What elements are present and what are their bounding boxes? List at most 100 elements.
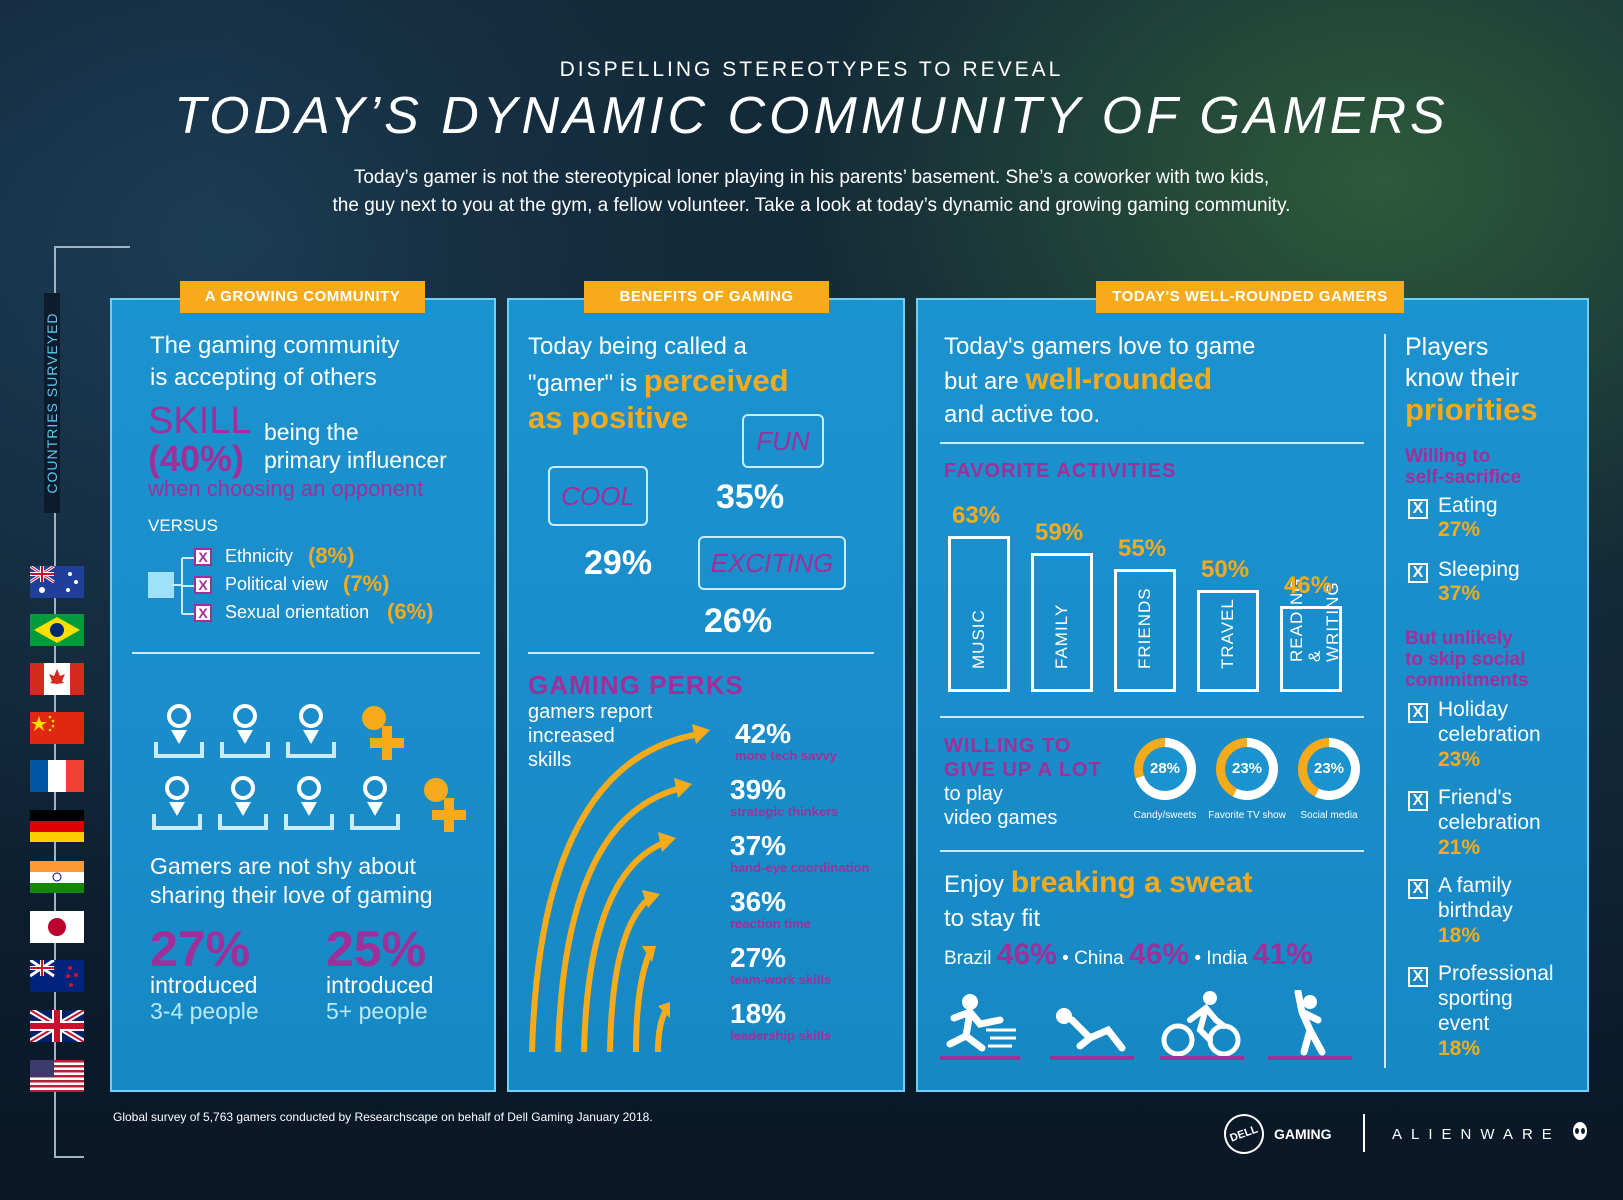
heading-line: but are well-rounded — [944, 363, 1255, 398]
perk-label: more tech savvy — [735, 748, 837, 763]
social-line: Friend's — [1438, 786, 1513, 809]
running-icon — [940, 994, 1020, 1060]
social-pct: 18% — [1438, 924, 1481, 947]
fun-bubble: FUN — [742, 414, 824, 468]
stat-line: introduced — [326, 972, 434, 998]
giveup-heading: WILLING TO GIVE UP A LOT to play video g… — [944, 734, 1102, 830]
tree-root-icon — [148, 572, 174, 598]
sacrifice-line: Willing to — [1405, 446, 1491, 467]
social-line: sporting — [1438, 987, 1513, 1010]
activity-pct: 59% — [1035, 519, 1084, 546]
sacrifice-pct: 37% — [1438, 582, 1481, 605]
benefits-tag: BENEFITS OF GAMING — [584, 281, 829, 313]
dell-logo: DELL — [1218, 1108, 1270, 1160]
giveup-ring: 23% — [1216, 738, 1278, 800]
checkbox-icon: X — [194, 604, 212, 622]
usa-flag-icon — [30, 1060, 84, 1092]
priorities-heading: Players know their priorities — [1405, 332, 1538, 425]
intro-line: the guy next to you at the gym, a fellow… — [332, 195, 1291, 216]
column-divider — [1384, 334, 1386, 1068]
stretching-icon — [1268, 990, 1352, 1060]
person-icon — [218, 776, 268, 830]
giveup-line: video games — [944, 807, 1058, 829]
country-name: China — [1074, 948, 1124, 969]
person-icon — [152, 776, 202, 830]
activity-label: TRAVEL — [1218, 598, 1237, 669]
perk-label: strategic thinkers — [730, 804, 839, 819]
new-zealand-flag-icon — [30, 960, 84, 992]
person-icon — [220, 704, 270, 758]
community-tag: A GROWING COMMUNITY — [180, 281, 425, 313]
country-pct: 46% — [1129, 938, 1190, 971]
activity-pct: 63% — [952, 502, 1001, 529]
perk-pct: 42% — [735, 718, 792, 749]
priorities-word: priorities — [1405, 392, 1538, 427]
footer-divider — [1363, 1114, 1365, 1152]
factor-pct: (8%) — [308, 543, 355, 568]
stat-line: 5+ people — [326, 998, 428, 1024]
fav-title: FAVORITE ACTIVITIES — [944, 460, 1177, 482]
sweat-heading: Enjoy breaking a sweat to stay fit — [944, 866, 1253, 936]
india-flag-icon — [30, 861, 84, 893]
ring-label: Favorite TV show — [1208, 810, 1286, 821]
giveup-ring: 23% — [1298, 738, 1360, 800]
country-pct: 41% — [1252, 938, 1313, 971]
giveup-line: to play — [944, 783, 1003, 805]
checkbox-icon: X — [1408, 879, 1428, 899]
skill-label: SKILL — [148, 400, 252, 442]
rounded-panel — [916, 298, 1589, 1092]
page-title: TODAY’S DYNAMIC COMMUNITY OF GAMERS — [174, 87, 1449, 145]
factor-pct: (7%) — [343, 571, 390, 596]
share-line: sharing their love of gaming — [150, 882, 433, 908]
activity-label: FRIENDS — [1135, 587, 1154, 669]
skill-text-line: being the — [264, 419, 359, 445]
share-line: Gamers are not shy about — [150, 853, 416, 879]
skill-pct: (40%) — [148, 438, 245, 479]
add-person-icon — [362, 706, 404, 760]
unlikely-heading: But unlikely to skip social commitments — [1405, 628, 1529, 691]
benefits-heading: Today being called a "gamer" is perceive… — [528, 330, 789, 435]
sacrifice-pct: 27% — [1438, 518, 1481, 541]
heading-line: Today's gamers love to game — [944, 333, 1256, 360]
well-rounded-text: well-rounded — [1025, 363, 1213, 396]
sweat-line: to stay fit — [944, 905, 1041, 932]
country-pct: 46% — [996, 938, 1057, 971]
sacrifice-line: self-sacrifice — [1405, 467, 1522, 488]
china-flag-icon — [30, 712, 84, 744]
ring-pct: 28% — [1143, 747, 1187, 791]
versus-label: VERSUS — [148, 516, 218, 535]
heading-part: "gamer" is — [528, 370, 638, 397]
activity-bar: READING & WRITING — [1280, 578, 1342, 692]
perk-pct: 37% — [730, 830, 787, 861]
ring-label: Candy/sweets — [1133, 810, 1197, 821]
skill-text-line: when choosing an opponent — [148, 476, 424, 501]
activity-bar: MUSIC — [948, 536, 1010, 692]
activity-bar: FRIENDS — [1114, 569, 1176, 692]
sweat-part: Enjoy — [944, 871, 1005, 898]
rounded-tag: TODAY'S WELL-ROUNDED GAMERS — [1096, 281, 1404, 313]
social-pct: 23% — [1438, 748, 1481, 771]
exciting-bubble: EXCITING — [698, 536, 846, 590]
activity-pct: 46% — [1284, 572, 1333, 599]
sacrifice-label: Sleeping — [1438, 558, 1520, 581]
social-line: A family — [1438, 874, 1512, 897]
gaming-label: GAMING — [1274, 1126, 1332, 1142]
social-line: event — [1438, 1012, 1490, 1035]
germany-flag-icon — [30, 810, 84, 842]
perks-subtitle: gamers report increased skills — [528, 700, 653, 772]
exciting-label: EXCITING — [710, 548, 834, 578]
community-panel — [110, 298, 496, 1092]
country-stats: Brazil 46% • China 46% • India 41% — [944, 938, 1313, 971]
stat-pct: 25% — [326, 921, 427, 977]
activity-pct: 50% — [1201, 556, 1250, 583]
perk-pct: 36% — [730, 886, 787, 917]
perk-pct: 18% — [730, 998, 787, 1029]
giveup-ring: 28% — [1134, 738, 1196, 800]
priorities-line: know their — [1405, 364, 1519, 392]
perks-line: skills — [528, 749, 572, 771]
rounded-heading: Today's gamers love to game but are well… — [944, 330, 1255, 431]
cool-pct: 29% — [584, 544, 653, 582]
social-pct: 21% — [1438, 836, 1481, 859]
cool-label: COOL — [561, 481, 635, 511]
intro-line: Today’s gamer is not the stereotypical l… — [353, 167, 1270, 188]
